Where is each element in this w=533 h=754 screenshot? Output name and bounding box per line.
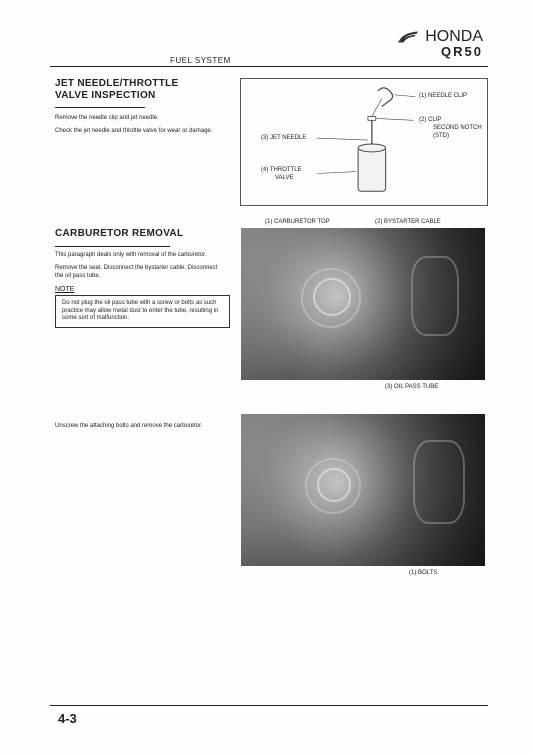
callout-2a: (2) CLIP [419,117,441,124]
footer-rule [50,705,488,706]
carburetor-photo-2 [241,414,485,566]
photo1-c1: (1) CARBURETOR TOP [265,219,330,226]
photo1-c2: (2) BYSTARTER CABLE [375,219,441,226]
photo1-c3: (3) OIL PASS TUBE [385,384,438,391]
callout-3: (3) JET NEEDLE [261,135,306,142]
honda-wing-icon [397,30,419,44]
s2-p1: This paragraph deals only with removal o… [55,251,225,259]
carburetor-photo-1 [241,228,485,380]
s3-p1: Unscrew the attaching bolts and remove t… [55,422,225,430]
note-box: Do not plug the oil pass tube with a scr… [55,295,230,328]
callout-4b: VALVE [275,175,293,182]
callout-4a: (4) THROTTLE [261,167,302,174]
s1-p1: Remove the needle clip and jet needle. [55,114,225,122]
heading-line2: VALVE INSPECTION [55,90,156,101]
heading-underline [55,107,145,108]
jet-needle-diagram: (1) NEEDLE CLIP (2) CLIP SECOND NOTCH (S… [240,78,488,206]
section-header: FUEL SYSTEM [170,56,231,65]
callout-2b: SECOND NOTCH [433,125,482,132]
page-number: 4-3 [58,711,77,726]
callout-1: (1) NEEDLE CLIP [419,93,467,100]
s1-p2: Check the jet needle and throttle valve … [55,127,225,135]
section2: CARBURETOR REMOVAL This paragraph deals … [55,228,488,328]
s2-p2: Remove the seat. Disconnect the bystarte… [55,264,225,280]
page-content: JET NEEDLE/THROTTLE VALVE INSPECTION Rem… [55,78,488,140]
model-name: QR50 [441,44,483,59]
callout-2c: (STD) [433,133,449,140]
header-rule [50,66,488,67]
photo2-c1: (1) BOLTS [409,570,437,577]
heading2-underline [55,246,170,247]
section3: Unscrew the attaching bolts and remove t… [55,422,488,435]
heading-line1: JET NEEDLE/THROTTLE [55,78,178,89]
